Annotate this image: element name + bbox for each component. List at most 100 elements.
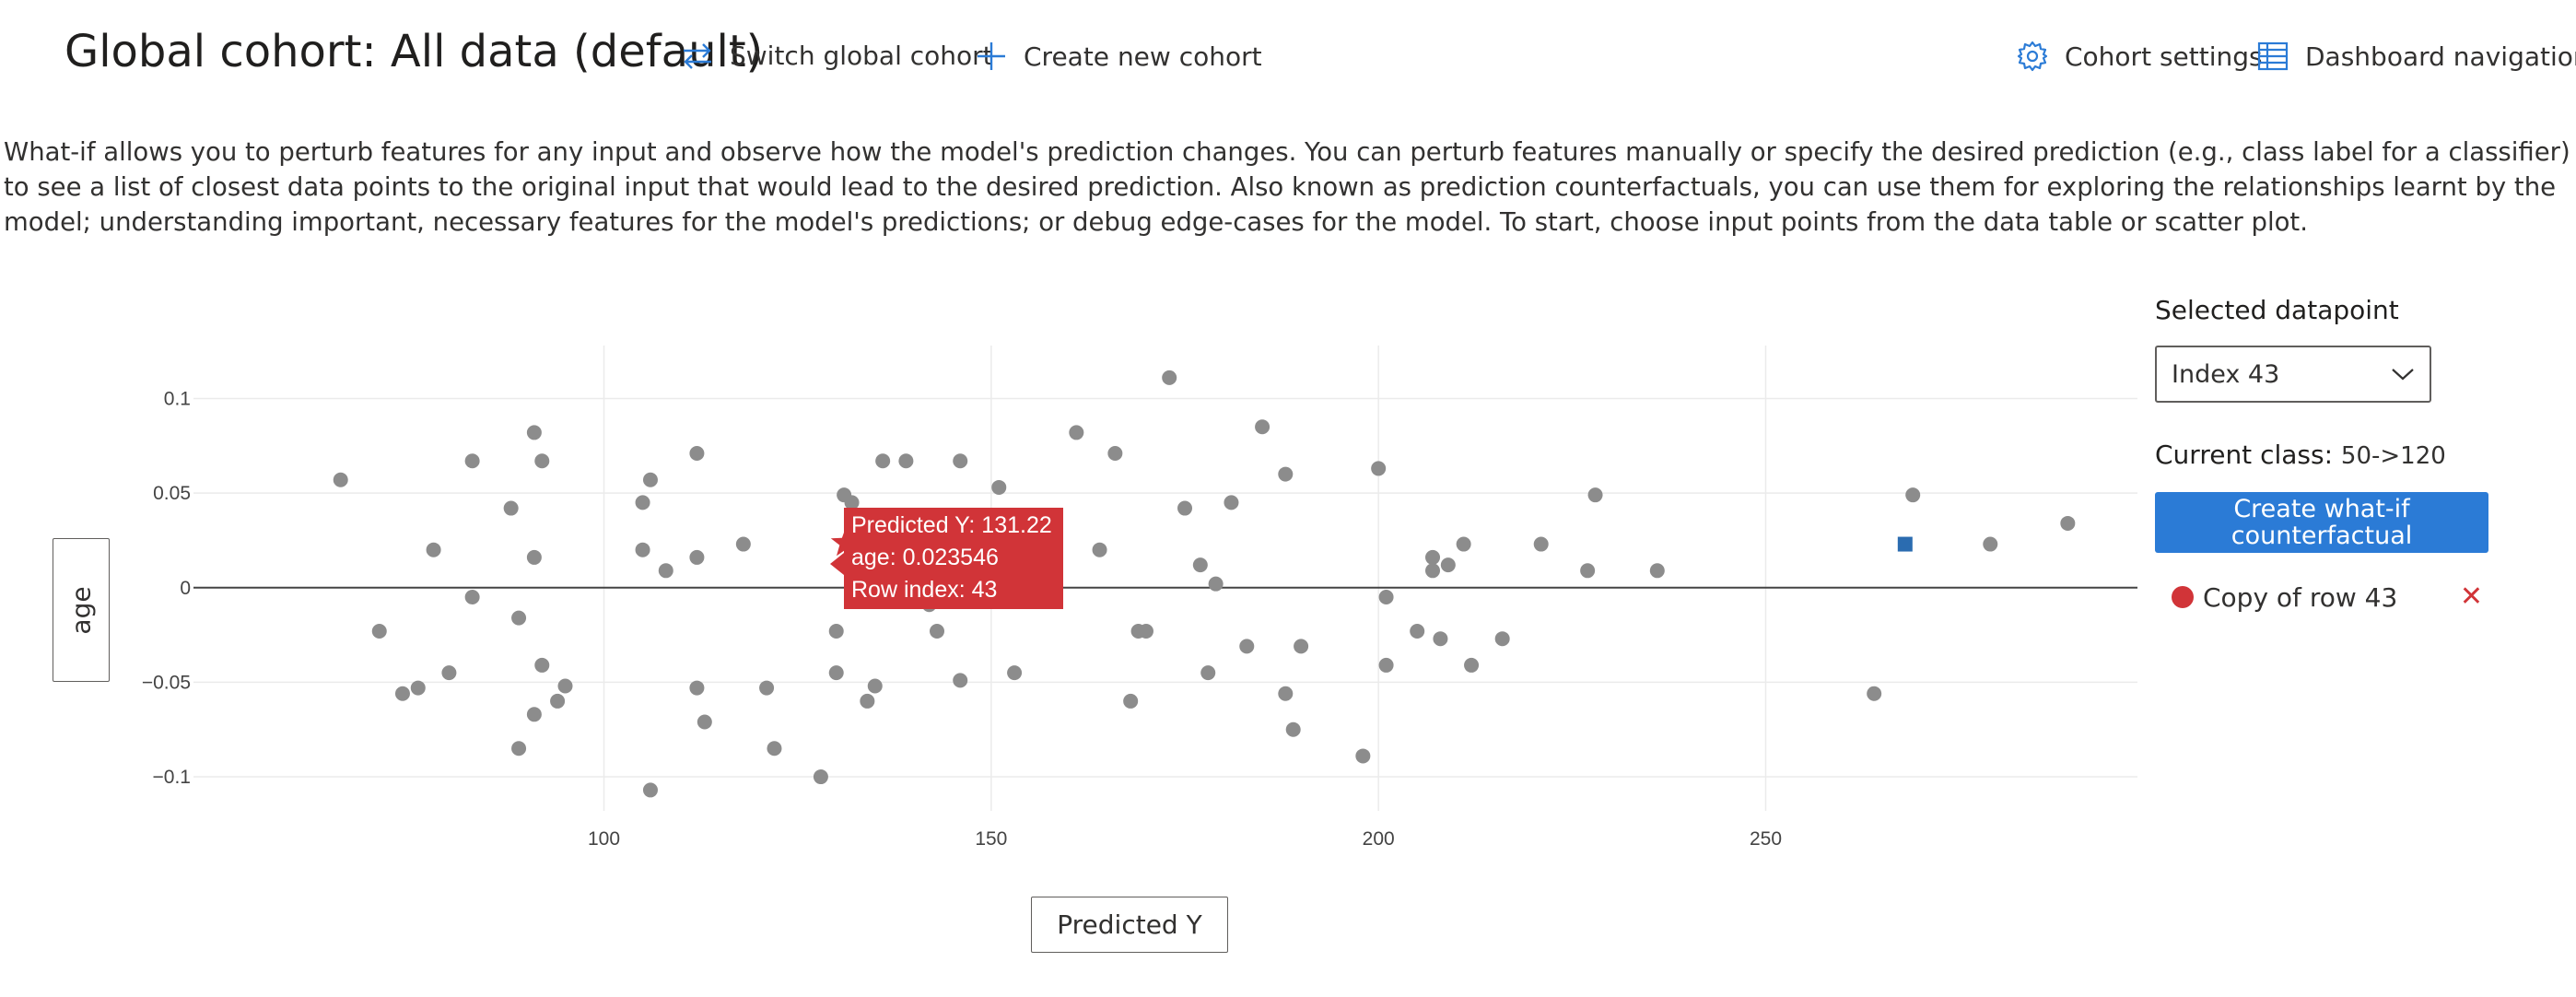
data-point[interactable] [1580,563,1596,579]
data-point[interactable] [635,495,650,510]
data-point[interactable] [1162,369,1177,385]
data-point[interactable] [898,453,914,469]
switch-global-cohort-button[interactable]: Switch global cohort [682,41,993,71]
data-point[interactable] [767,741,782,757]
selected-datapoint-label: Selected datapoint [2155,295,2399,325]
data-point[interactable] [828,665,844,681]
data-point[interactable] [860,693,875,709]
data-point[interactable] [642,782,658,798]
create-new-cohort-button[interactable]: Create new cohort [976,41,1262,72]
data-point[interactable] [441,665,457,681]
data-point[interactable] [930,623,945,639]
data-point[interactable] [464,590,480,605]
data-point[interactable] [689,446,705,462]
data-point[interactable] [1905,487,1921,503]
tooltip-age: age: 0.023546 [851,545,999,570]
data-point[interactable] [1239,639,1255,654]
data-point[interactable] [1425,563,1441,579]
data-point[interactable] [658,563,673,579]
data-point[interactable] [557,678,573,694]
data-point[interactable] [1007,665,1023,681]
data-point[interactable] [1294,639,1309,654]
data-point[interactable] [1867,686,1882,701]
data-point[interactable] [953,453,968,469]
data-point[interactable] [1440,557,1456,573]
data-point[interactable] [394,686,410,701]
data-point[interactable] [1464,657,1480,673]
close-icon[interactable]: ✕ [2459,581,2483,613]
data-point[interactable] [1378,590,1394,605]
data-point[interactable] [1177,500,1193,516]
data-point[interactable] [689,680,705,696]
data-point[interactable] [1494,631,1510,647]
data-point[interactable] [1425,549,1441,565]
data-point[interactable] [1433,631,1448,647]
data-point[interactable] [1371,461,1387,476]
data-point[interactable] [1224,495,1239,510]
data-point[interactable] [1587,487,1603,503]
data-point[interactable] [1069,425,1084,440]
data-point[interactable] [1649,563,1665,579]
data-point[interactable] [1285,721,1301,737]
data-point[interactable] [410,680,426,696]
data-point[interactable] [511,610,527,626]
cohort-settings-button[interactable]: Cohort settings [2017,41,2263,72]
data-point[interactable] [953,673,968,688]
data-point[interactable] [844,495,860,510]
data-point[interactable] [1208,576,1224,592]
data-point[interactable] [503,500,519,516]
data-point[interactable] [550,693,566,709]
data-point[interactable] [333,472,348,487]
data-point[interactable] [642,472,658,487]
data-point[interactable] [1255,419,1270,435]
data-point[interactable] [635,542,650,557]
data-point[interactable] [1092,542,1107,557]
data-point[interactable] [1192,557,1208,573]
counterfactual-point-square[interactable] [1897,536,1913,552]
data-point[interactable] [1410,623,1425,639]
data-point[interactable] [1278,686,1294,701]
switch-arrows-icon [684,42,711,69]
data-point[interactable] [511,741,527,757]
data-point[interactable] [1278,466,1294,482]
data-point[interactable] [1107,446,1123,462]
y-tick-label: 0.1 [164,388,191,409]
datapoint-tooltip: Predicted Y: 131.22 age: 0.023546 Row in… [844,508,1063,609]
data-point[interactable] [813,769,828,785]
data-point[interactable] [1983,536,1998,552]
data-point[interactable] [1533,536,1549,552]
data-point[interactable] [526,549,542,565]
x-axis-selector[interactable]: Predicted Y [1031,897,1228,953]
selected-datapoint-dropdown[interactable]: Index 43 [2155,346,2431,403]
tooltip-arrow [830,553,844,575]
data-point[interactable] [1123,693,1139,709]
data-point[interactable] [426,542,441,557]
y-axis-selector[interactable]: age [53,538,110,682]
data-point[interactable] [1355,748,1371,764]
x-tick-label: 100 [588,828,620,850]
data-point[interactable] [1456,536,1471,552]
create-whatif-counterfactual-button[interactable]: Create what-if counterfactual [2155,492,2488,553]
data-point[interactable] [534,657,550,673]
data-point[interactable] [1200,665,1216,681]
x-tick-label: 250 [1750,828,1782,850]
data-point[interactable] [759,680,775,696]
dashboard-navigation-button[interactable]: Dashboard navigation [2257,41,2576,72]
data-point[interactable] [735,536,751,552]
data-point[interactable] [828,623,844,639]
x-axis-label: Predicted Y [1057,909,1202,940]
data-point[interactable] [697,714,712,730]
data-point[interactable] [526,425,542,440]
data-point[interactable] [1138,623,1153,639]
data-point[interactable] [1378,657,1394,673]
data-point[interactable] [526,707,542,722]
data-point[interactable] [534,453,550,469]
data-point[interactable] [867,678,883,694]
data-point[interactable] [2060,515,2076,531]
data-point[interactable] [371,623,387,639]
data-point[interactable] [689,549,705,565]
data-point[interactable] [464,453,480,469]
data-point[interactable] [875,453,891,469]
data-point[interactable] [991,479,1007,495]
selected-datapoint-value: Index 43 [2172,359,2280,389]
